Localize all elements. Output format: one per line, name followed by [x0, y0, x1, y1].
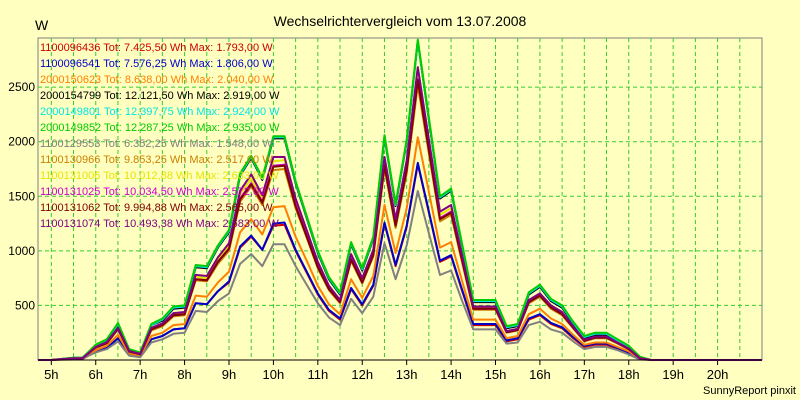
- x-tick-label: 20h: [707, 367, 729, 382]
- legend-entry-9: 1100131025 Tot: 10.034,50 Wh Max: 2.572,…: [40, 186, 279, 198]
- chart-title: Wechselrichtervergleich vom 13.07.2008: [274, 13, 527, 29]
- x-tick-label: 17h: [573, 367, 595, 382]
- x-tick-label: 12h: [351, 367, 373, 382]
- y-tick-label: 1000: [8, 244, 35, 258]
- x-tick-label: 10h: [263, 367, 285, 382]
- legend: 1100096436 Tot: 7.425,50 Wh Max: 1.793,0…: [40, 42, 280, 230]
- y-axis-label: W: [35, 17, 49, 33]
- x-tick-label: 19h: [662, 367, 684, 382]
- legend-entry-3: 2000154799 Tot: 12.121,50 Wh Max: 2.919,…: [40, 90, 280, 102]
- x-tick-label: 18h: [618, 367, 640, 382]
- series-lines: [38, 38, 762, 361]
- x-tick-label: 8h: [177, 367, 191, 382]
- x-tick-label: 9h: [222, 367, 236, 382]
- legend-entry-1: 1100096541 Tot: 7.576,25 Wh Max: 1.806,0…: [40, 58, 273, 70]
- y-tick-label: 2000: [8, 135, 35, 149]
- x-tick-label: 13h: [396, 367, 418, 382]
- legend-entry-10: 1100131062 Tot: 9.994,88 Wh Max: 2.565,0…: [40, 202, 273, 214]
- x-tick-label: 6h: [89, 367, 103, 382]
- series-line-5: [38, 38, 762, 361]
- legend-entry-2: 2000150623 Tot: 8.638,00 Wh Max: 2.040,0…: [40, 74, 274, 86]
- x-tick-label: 16h: [529, 367, 551, 382]
- y-tick-label: 1500: [8, 189, 35, 203]
- y-tick-label: 2500: [8, 80, 35, 94]
- legend-entry-7: 1100130966 Tot: 9.853,25 Wh Max: 2.517,0…: [40, 154, 273, 166]
- x-tick-labels: 5h 6h 7h 8h 9h 10h 11h 12h 13h 14h 15h 16h 17h 18h 19h…: [44, 360, 728, 382]
- x-tick-label: 7h: [133, 367, 147, 382]
- y-tick-label: 500: [15, 298, 35, 312]
- x-tick-label: 15h: [485, 367, 507, 382]
- series-line-11: [38, 66, 762, 361]
- x-tick-label: 11h: [307, 367, 328, 382]
- x-tick-label: 14h: [440, 367, 462, 382]
- footer-credit: SunnyReport pinxit: [703, 385, 796, 397]
- legend-entry-6: 1100129553 Tot: 6.352,25 Wh Max: 1.548,0…: [40, 138, 273, 150]
- legend-entry-5: 2000149852 Tot: 12.287,25 Wh Max: 2.935,…: [40, 122, 280, 134]
- x-tick-label: 5h: [44, 367, 58, 382]
- legend-entry-0: 1100096436 Tot: 7.425,50 Wh Max: 1.793,0…: [40, 42, 273, 54]
- legend-entry-4: 2000149801 Tot: 12.397,75 Wh Max: 2.924,…: [40, 106, 280, 118]
- legend-entry-8: 1100131006 Tot: 10.012,88 Wh Max: 2.633,…: [40, 170, 279, 182]
- y-tick-labels: 500 1000 1500 2000 2500: [8, 80, 35, 312]
- legend-entry-11: 1100131074 Tot: 10.493,38 Wh Max: 2.683,…: [40, 218, 279, 230]
